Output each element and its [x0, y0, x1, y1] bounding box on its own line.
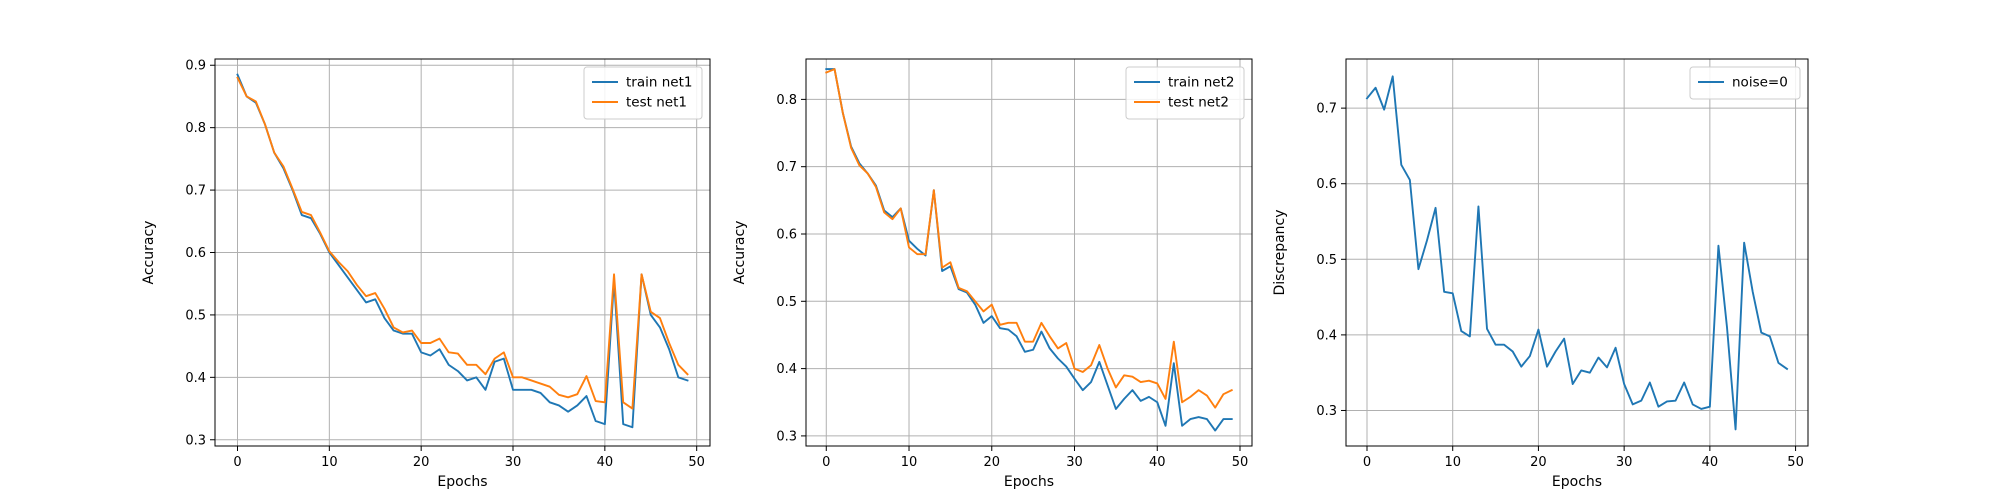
- y-tick-label: 0.8: [185, 121, 206, 136]
- x-tick-label: 10: [901, 455, 918, 470]
- x-tick-label: 30: [1616, 455, 1633, 470]
- y-axis-label: Accuracy: [141, 221, 157, 285]
- x-tick-label: 50: [688, 455, 705, 470]
- y-tick-label: 0.5: [185, 308, 206, 323]
- y-tick-label: 0.3: [185, 433, 206, 448]
- legend-label: test net1: [626, 95, 687, 111]
- legend: train net2 test net2: [1125, 66, 1245, 120]
- x-tick-label: 0: [822, 455, 830, 470]
- legend-box: [1125, 66, 1245, 120]
- x-axis-label: Epochs: [1004, 474, 1054, 490]
- legend-box: [1689, 66, 1801, 100]
- y-tick-label: 0.3: [1316, 404, 1337, 419]
- x-tick-label: 50: [1232, 455, 1249, 470]
- y-tick-label: 0.7: [776, 160, 797, 175]
- legend-label: test net2: [1168, 95, 1229, 111]
- plot-area: [806, 59, 1252, 446]
- y-tick-label: 0.6: [185, 246, 206, 261]
- x-tick-label: 20: [1530, 455, 1547, 470]
- y-tick-label: 0.7: [185, 184, 206, 199]
- x-tick-label: 50: [1787, 455, 1804, 470]
- x-tick-label: 40: [597, 455, 614, 470]
- series-line-train-net2: [825, 68, 1233, 432]
- y-tick-label: 0.8: [776, 93, 797, 108]
- x-tick-label: 30: [1066, 455, 1083, 470]
- plot-area: [1346, 59, 1808, 446]
- legend-label: train net1: [626, 75, 692, 91]
- x-tick-label: 20: [413, 455, 430, 470]
- y-tick-label: 0.6: [1316, 177, 1337, 192]
- x-tick-label: 10: [321, 455, 338, 470]
- legend: noise=0: [1689, 66, 1801, 100]
- legend-label: train net2: [1168, 75, 1234, 91]
- x-tick-label: 40: [1702, 455, 1719, 470]
- series-line-noise-0: [1365, 75, 1789, 431]
- y-tick-label: 0.4: [1316, 328, 1337, 343]
- y-tick-label: 0.5: [776, 295, 797, 310]
- x-tick-label: 10: [1444, 455, 1461, 470]
- x-axis-label: Epochs: [437, 474, 487, 490]
- y-axis-label: Accuracy: [732, 221, 748, 285]
- y-tick-label: 0.5: [1316, 253, 1337, 268]
- axes-frame: [805, 58, 1253, 447]
- x-tick-label: 40: [1149, 455, 1166, 470]
- legend-label: noise=0: [1732, 75, 1788, 91]
- x-axis-label: Epochs: [1552, 474, 1602, 490]
- chart-panel-3: 0 10 20 30 40 50 0.3 0.4 0.5 0.6 0.7 Epochs Discrepa…: [1272, 58, 1809, 490]
- x-tick-label: 20: [983, 455, 1000, 470]
- series-line-test-net1: [236, 76, 689, 410]
- legend-box: [583, 66, 703, 120]
- x-tick-label: 30: [505, 455, 522, 470]
- chart-panels: 0 10 20 30 40 50 0.3 0.4 0.5 0.6 0.7 0.8 0.9 Epochs Ac…: [141, 58, 1809, 490]
- y-tick-label: 0.7: [1316, 102, 1337, 117]
- series-line-test-net2: [825, 68, 1234, 409]
- x-tick-label: 0: [233, 455, 241, 470]
- y-tick-label: 0.6: [776, 227, 797, 242]
- y-axis-label: Discrepancy: [1272, 209, 1288, 295]
- chart-panel-1: 0 10 20 30 40 50 0.3 0.4 0.5 0.6 0.7 0.8 0.9 Epochs Ac…: [141, 58, 711, 490]
- y-tick-label: 0.3: [776, 429, 797, 444]
- axes-frame: [1345, 58, 1809, 447]
- x-tick-label: 0: [1363, 455, 1371, 470]
- y-tick-label: 0.4: [185, 371, 206, 386]
- y-tick-label: 0.4: [776, 362, 797, 377]
- chart-panel-2: 0 10 20 30 40 50 0.3 0.4 0.5 0.6 0.7 0.8 Epochs Accur…: [732, 58, 1253, 490]
- legend: train net1 test net1: [583, 66, 703, 120]
- y-tick-label: 0.9: [185, 59, 206, 74]
